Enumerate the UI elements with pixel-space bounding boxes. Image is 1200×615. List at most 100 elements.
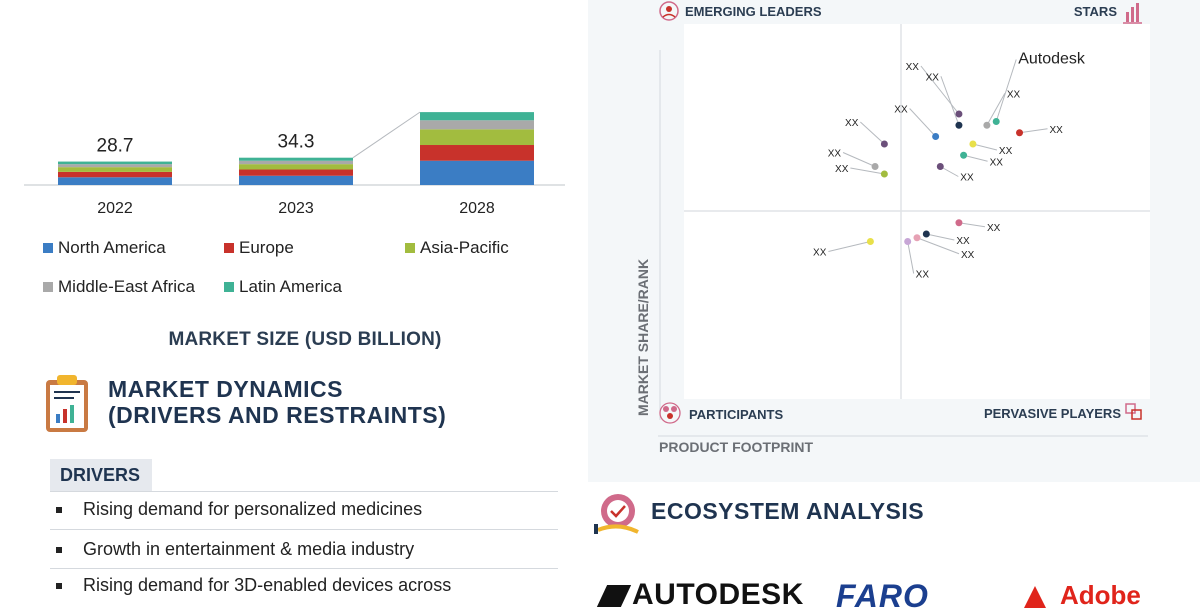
pervasive-players-icon [1125, 403, 1142, 420]
drivers-divider [50, 491, 558, 492]
legend-swatch [224, 282, 234, 292]
point-leader-line [958, 222, 986, 228]
bar-segment [239, 157, 353, 161]
y-axis-title: MARKET SHARE/RANK [635, 259, 651, 416]
legend-swatch [43, 282, 53, 292]
company-label: XX [916, 270, 930, 281]
company-label: XX [961, 250, 975, 261]
bar-segment [58, 164, 172, 168]
point-leader-line [907, 241, 915, 274]
point-leader-line [842, 152, 876, 167]
quadrant-label-participants: PARTICIPANTS [689, 407, 783, 422]
bar-segment [239, 169, 353, 176]
quadrant-label-pervasive-players: PERVASIVE PLAYERS [984, 406, 1121, 421]
company-point [955, 110, 963, 118]
driver-text: Growth in entertainment & media industry [83, 539, 415, 559]
bar-segment [58, 177, 172, 185]
bullet-icon [56, 582, 62, 589]
company-point [936, 163, 944, 170]
legend-label: Asia-Pacific [420, 238, 509, 257]
legend-item: North America [43, 238, 166, 258]
bar-segment [420, 160, 534, 185]
stacked-bar-chart: 2022 28.7 2023 34.3 2028 [24, 111, 565, 217]
driver-text: Rising demand for personalized medicines [83, 499, 423, 519]
point-leader-line [986, 93, 1006, 126]
competitive-quadrant-chart: EMERGING LEADERS STARS PARTICIPANTS PERV… [635, 1, 1150, 455]
market-size-title: MARKET SIZE (USD BILLION) [168, 329, 442, 350]
legend-item: Middle-East Africa [43, 277, 195, 297]
market-dynamics-title-line1: MARKET DYNAMICS [108, 376, 343, 402]
x-tick-label: 2023 [278, 200, 314, 217]
point-leader-line [828, 241, 871, 252]
market-dynamics-title-line2: (DRIVERS AND RESTRAINTS) [108, 402, 447, 428]
company-label: XX [990, 157, 1004, 168]
company-label: XX [960, 173, 974, 184]
autodesk-logo-text: AUTODESK [632, 578, 804, 611]
faro-logo: FARO [836, 578, 929, 614]
bar-segment [58, 161, 172, 165]
company-point [955, 121, 963, 129]
legend-swatch [405, 243, 415, 253]
driver-item: Rising demand for 3D-enabled devices acr… [56, 575, 451, 596]
company-point [955, 219, 963, 227]
drivers-heading: DRIVERS [50, 459, 152, 491]
point-leader-line [920, 65, 960, 115]
company-point [904, 238, 912, 245]
bar-segment [420, 129, 534, 146]
stars-icon [1123, 3, 1142, 24]
drivers-divider [50, 568, 558, 569]
company-point [983, 121, 991, 129]
bar-segment [58, 171, 172, 178]
quadrant-label-emerging-leaders: EMERGING LEADERS [685, 4, 822, 19]
market-dynamics-title: MARKET DYNAMICS (DRIVERS AND RESTRAINTS) [108, 376, 446, 428]
bullet-icon [56, 546, 62, 553]
company-label: XX [999, 146, 1013, 157]
point-leader-line [972, 143, 998, 151]
point-leader-line [909, 108, 937, 137]
x-tick-label: 2022 [97, 200, 133, 217]
market-size-panel: 2022 28.7 2023 34.3 2028 North America Europe… [0, 0, 585, 600]
legend-item: Asia-Pacific [405, 238, 509, 258]
bar-total-label: 28.7 [97, 136, 134, 157]
x-tick-label: 2028 [459, 200, 495, 217]
company-point [1016, 129, 1024, 137]
company-label: XX [828, 149, 842, 160]
legend-label: Latin America [239, 277, 342, 296]
bar-segment [420, 145, 534, 161]
company-label: XX [845, 118, 859, 129]
company-point [969, 140, 977, 148]
ecosystem-title: ECOSYSTEM ANALYSIS [651, 498, 925, 524]
point-leader-line [926, 233, 955, 241]
bar-segment [58, 167, 172, 172]
legend-label: Middle-East Africa [58, 277, 195, 296]
quadrant-label-stars: STARS [1074, 4, 1117, 19]
company-label: XX [1050, 125, 1064, 136]
company-point [880, 170, 888, 178]
adobe-logo-text: Adobe [1060, 580, 1141, 610]
company-label: XX [1007, 89, 1021, 100]
company-label: Autodesk [1018, 51, 1086, 68]
point-leader-line [916, 237, 960, 255]
company-point [880, 140, 888, 148]
company-point [960, 151, 968, 159]
company-point [992, 118, 1000, 125]
company-label: XX [956, 236, 970, 247]
autodesk-logo: AUTODESK [596, 578, 804, 612]
driver-item: Rising demand for personalized medicines [56, 499, 422, 520]
bar-segment [239, 175, 353, 185]
bullet-icon [56, 506, 62, 513]
emerging-leaders-icon [659, 1, 679, 21]
legend-label: Europe [239, 238, 294, 257]
bar-segment [420, 120, 534, 130]
company-label: XX [894, 105, 908, 116]
bar-total-label: 34.3 [278, 132, 315, 153]
bar-segment [239, 164, 353, 170]
x-axis-title: PRODUCT FOOTPRINT [659, 439, 813, 455]
point-leader-line [963, 154, 988, 162]
company-point [866, 238, 874, 245]
company-label: XX [926, 72, 940, 83]
company-point [871, 163, 879, 170]
driver-item: Growth in entertainment & media industry [56, 539, 414, 560]
ecosystem-globe-icon [594, 494, 639, 534]
company-label: XX [906, 62, 920, 73]
